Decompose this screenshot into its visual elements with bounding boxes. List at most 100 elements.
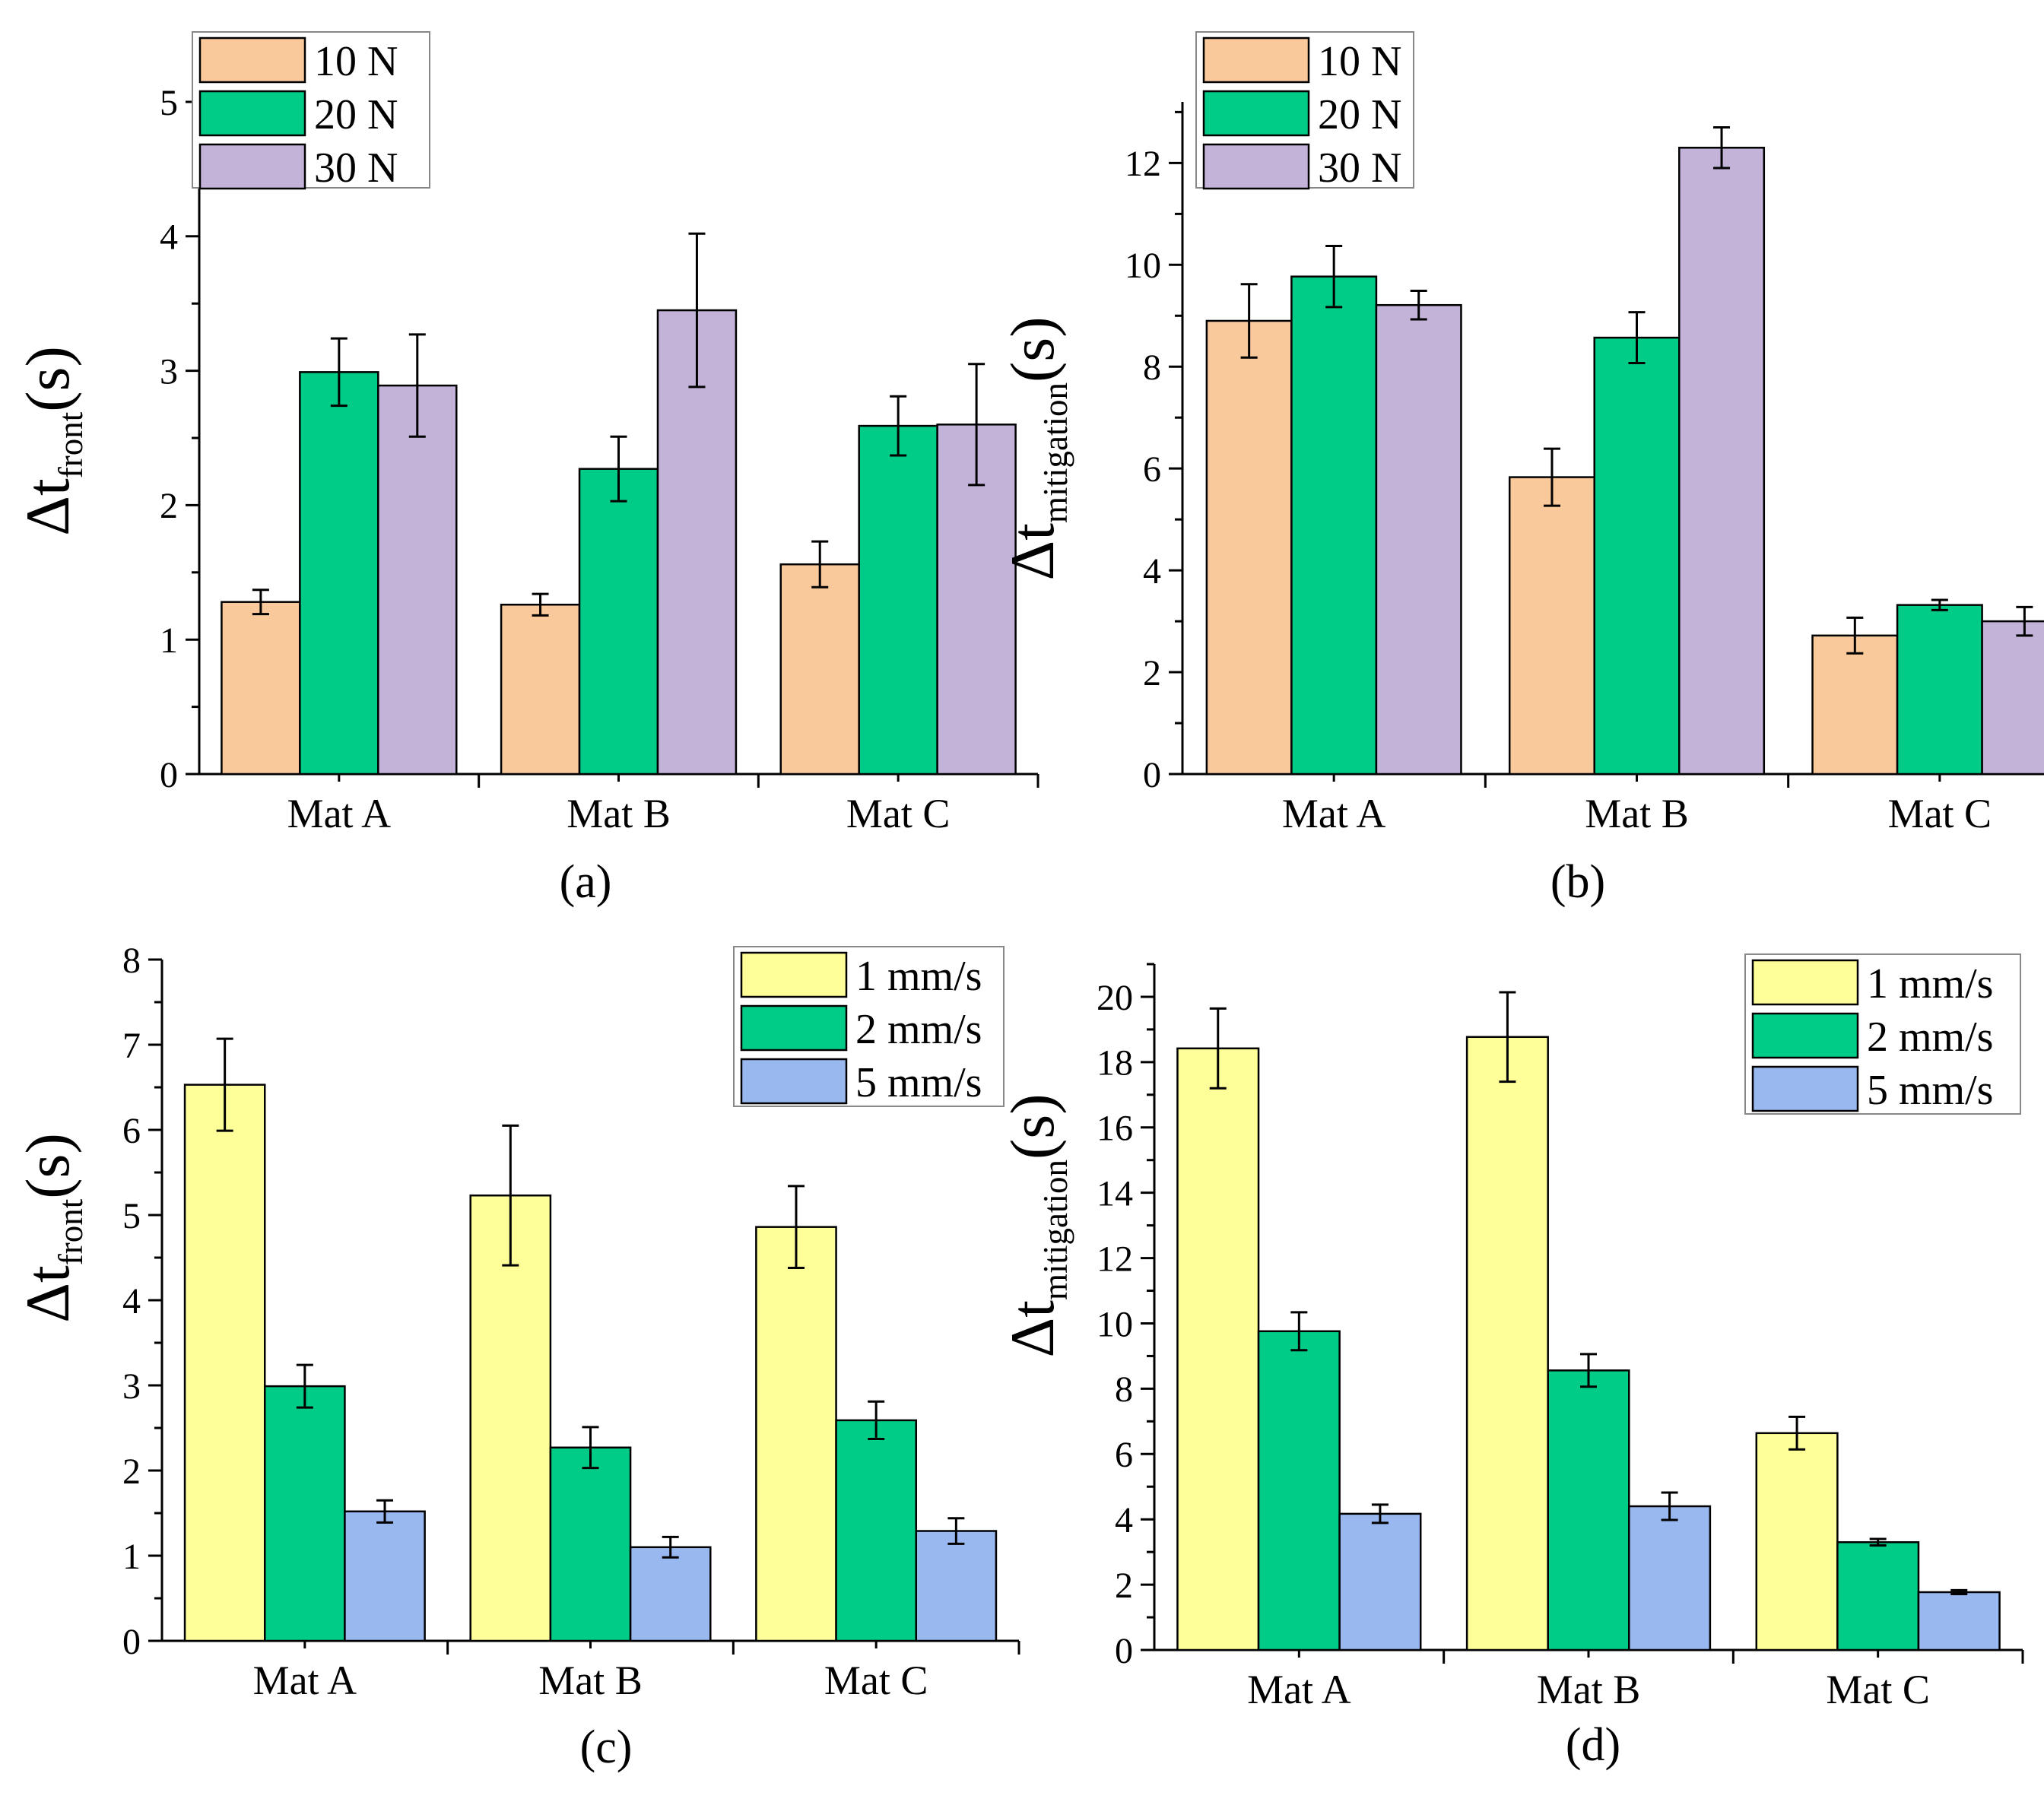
x-category-label: Mat C xyxy=(846,791,951,836)
x-category-label: Mat C xyxy=(1888,791,1992,836)
y-axis-label: Δtmitigation(s) xyxy=(998,316,1074,580)
y-tick-label: 8 xyxy=(1143,347,1161,388)
y-tick-label: 10 xyxy=(1125,246,1161,286)
bar xyxy=(755,1226,837,1642)
error-bar xyxy=(1950,1588,1968,1596)
bar xyxy=(578,468,659,776)
legend-label: 2 mm/s xyxy=(855,1006,982,1053)
y-axis-label-main: Δt xyxy=(13,478,82,536)
error-bar xyxy=(502,1124,519,1267)
x-category-label: Mat A xyxy=(1247,1667,1351,1712)
y-tick-label: 6 xyxy=(1115,1435,1133,1475)
chart-panel-a: 0 1 2 3 4 5 Mat A Mat B Mat C Δtfront(s) 10 N 20 N 3… xyxy=(13,31,1039,908)
legend: 10 N 20 N 30 N xyxy=(192,31,430,192)
bar xyxy=(1811,634,1899,776)
error-bar xyxy=(1410,289,1427,321)
bar xyxy=(1917,1591,2001,1651)
y-tick-label: 8 xyxy=(122,941,141,981)
error-bar xyxy=(1869,1537,1887,1547)
panel-caption: (d) xyxy=(1566,1719,1620,1771)
bar xyxy=(1257,1330,1341,1651)
y-axis-label-unit: (s) xyxy=(998,316,1067,382)
x-category-label: Mat A xyxy=(253,1658,357,1703)
legend-swatch xyxy=(740,1058,848,1105)
y-tick-label: 4 xyxy=(1115,1500,1133,1540)
legend-label: 5 mm/s xyxy=(1867,1067,1993,1114)
x-category-label: Mat A xyxy=(1282,791,1386,836)
legend-swatch xyxy=(198,90,306,137)
legend-label: 30 N xyxy=(1318,144,1401,192)
y-axis-label-subscript: front xyxy=(52,411,90,478)
bar xyxy=(1547,1369,1630,1651)
error-bar xyxy=(688,232,706,389)
error-bar xyxy=(1371,1503,1389,1525)
legend-label: 10 N xyxy=(1318,38,1401,85)
bar xyxy=(1205,319,1293,776)
x-category-label: Mat B xyxy=(567,791,671,836)
bar xyxy=(858,424,938,776)
bar xyxy=(1465,1036,1549,1651)
y-tick-label: 2 xyxy=(160,486,178,526)
y-tick-label: 2 xyxy=(1143,653,1161,693)
legend-swatch xyxy=(1202,143,1310,190)
error-bar xyxy=(1713,125,1731,170)
y-tick-label: 4 xyxy=(122,1281,141,1321)
x-category-label: Mat B xyxy=(1537,1667,1641,1712)
error-bar xyxy=(1788,1415,1806,1451)
error-bar xyxy=(1209,1007,1227,1090)
error-bar xyxy=(408,333,426,438)
legend: 1 mm/s 2 mm/s 5 mm/s xyxy=(733,946,1005,1107)
error-bar xyxy=(811,540,829,589)
bar xyxy=(183,1084,266,1642)
legend-swatch xyxy=(1202,90,1310,137)
error-bar xyxy=(890,395,907,457)
y-axis-label: Δtfront(s) xyxy=(13,1133,90,1323)
y-axis-label-main: Δt xyxy=(998,523,1067,581)
error-bar xyxy=(1931,598,1948,611)
legend-label: 20 N xyxy=(314,91,398,138)
error-bar xyxy=(296,1363,313,1409)
y-tick-label: 10 xyxy=(1097,1304,1133,1344)
error-bar xyxy=(787,1185,805,1269)
y-tick-label: 14 xyxy=(1097,1173,1133,1214)
panel-caption: (a) xyxy=(560,856,612,908)
y-tick-label: 20 xyxy=(1097,978,1133,1018)
bar xyxy=(1176,1047,1260,1651)
y-axis-label-unit: (s) xyxy=(998,1093,1067,1160)
chart-panel-b: 0 2 4 6 8 10 12 Mat A Mat B Mat C Δtmitigation(s) 1… xyxy=(998,31,2044,908)
legend-swatch xyxy=(1202,36,1310,84)
error-bar xyxy=(868,1400,885,1441)
y-axis-label-unit: (s) xyxy=(13,346,82,412)
legend: 10 N 20 N 30 N xyxy=(1195,31,1414,192)
x-category-label: Mat C xyxy=(1826,1667,1930,1712)
legend-label: 1 mm/s xyxy=(1867,960,1993,1007)
error-bar xyxy=(532,592,549,617)
bar xyxy=(469,1194,552,1642)
chart-panel-d: 0 2 4 6 8 10 12 14 16 18 20 Mat A Mat B Mat C Δtmitiga… xyxy=(998,953,2024,1771)
bar xyxy=(263,1385,346,1642)
y-tick-label: 8 xyxy=(1115,1369,1133,1410)
y-tick-label: 2 xyxy=(122,1452,141,1492)
error-bar xyxy=(330,337,348,408)
legend: 1 mm/s 2 mm/s 5 mm/s xyxy=(1744,953,2021,1115)
error-bar xyxy=(1580,1353,1597,1388)
y-tick-label: 0 xyxy=(122,1622,141,1662)
bar xyxy=(344,1510,426,1642)
bar xyxy=(629,1546,712,1642)
bar xyxy=(1981,620,2044,776)
y-tick-label: 3 xyxy=(122,1366,141,1407)
y-axis-label-unit: (s) xyxy=(13,1133,82,1199)
error-bar xyxy=(1846,616,1864,655)
legend-swatch xyxy=(740,1004,848,1052)
bar xyxy=(377,384,458,776)
error-bar xyxy=(662,1535,679,1559)
error-bar xyxy=(1628,311,1646,365)
error-bar xyxy=(252,589,269,616)
panel-caption: (b) xyxy=(1550,856,1605,908)
bar xyxy=(1755,1432,1839,1651)
y-axis-label-subscript: front xyxy=(52,1198,90,1265)
legend-swatch xyxy=(1751,959,1859,1006)
panel-caption: (c) xyxy=(580,1721,633,1773)
legend-swatch xyxy=(740,951,848,998)
